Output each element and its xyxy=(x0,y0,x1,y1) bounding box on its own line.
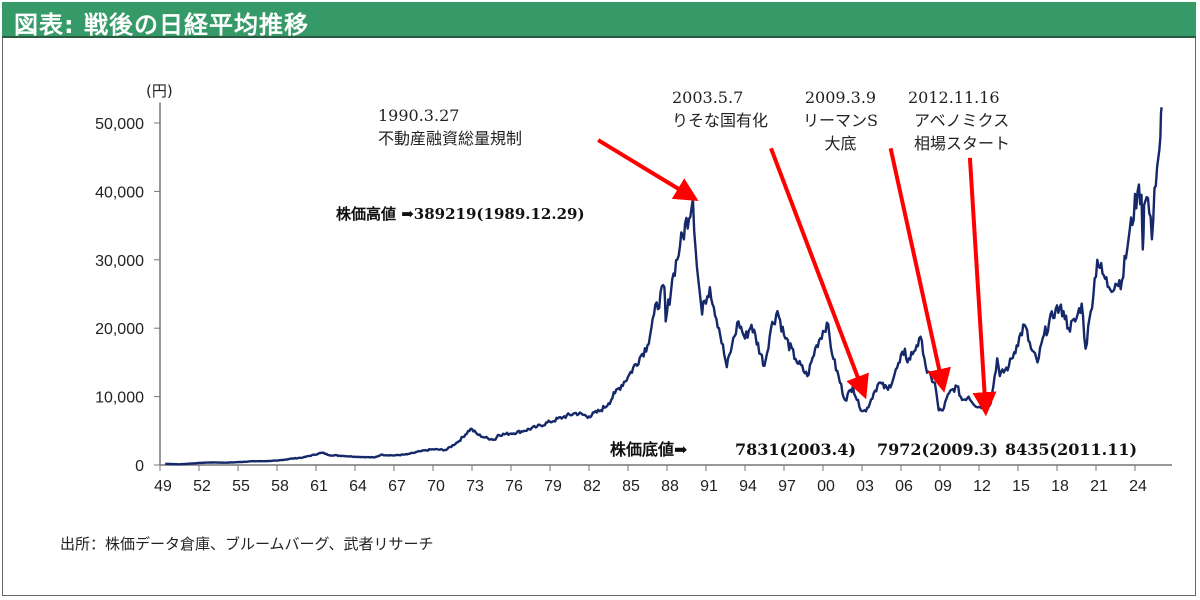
annotation-arrow xyxy=(769,147,869,400)
x-tick-label: 15 xyxy=(1012,478,1030,495)
annotation-date: 1990.3.27 xyxy=(378,106,460,125)
x-tick-label: 58 xyxy=(271,478,289,495)
x-tick-label: 97 xyxy=(778,478,796,495)
y-tick-label: 20,000 xyxy=(95,321,144,338)
x-tick-label: 12 xyxy=(973,478,991,495)
annotation-text: 相場スタート xyxy=(914,134,1011,153)
header-bar: 図表: 戦後の日経平均推移 xyxy=(2,2,1196,39)
x-tick-label: 06 xyxy=(895,478,913,495)
x-tick-label: 55 xyxy=(232,478,250,495)
annotation-date: 2012.11.16 xyxy=(908,88,1000,107)
x-tick-label: 67 xyxy=(388,478,406,495)
annotation-text: 大底 xyxy=(824,134,857,153)
y-tick-label: 0 xyxy=(135,458,144,475)
annotation-text: アベノミクス xyxy=(914,111,1010,130)
x-tick-label: 70 xyxy=(427,478,445,495)
x-tick-label: 09 xyxy=(934,478,952,495)
annotation-arrow xyxy=(888,147,951,393)
x-tick-label: 00 xyxy=(817,478,835,495)
x-tick-label: 49 xyxy=(154,478,172,495)
y-tick-label: 10,000 xyxy=(95,390,144,407)
y-tick-label: 40,000 xyxy=(95,184,144,201)
x-tick-label: 18 xyxy=(1051,478,1069,495)
bottom-2003: 7831(2003.4) xyxy=(735,440,856,459)
nikkei-series-line xyxy=(165,107,1163,466)
x-tick-label: 85 xyxy=(622,478,640,495)
x-tick-label: 79 xyxy=(544,478,562,495)
source-footnote: 出所：株価データ倉庫、ブルームバーグ、武者リサーチ xyxy=(60,535,434,553)
annotation-date: 2003.5.7 xyxy=(672,88,744,107)
x-tick-label: 64 xyxy=(349,478,367,495)
y-tick-label: 50,000 xyxy=(95,116,144,133)
annotation-1990: 1990.3.27 不動産融資総量規制 xyxy=(378,104,522,150)
annotation-text: 不動産融資総量規制 xyxy=(378,129,523,148)
x-tick-label: 61 xyxy=(310,478,328,495)
annotation-arrow xyxy=(967,157,997,417)
x-tick-label: 88 xyxy=(661,478,679,495)
annotation-2003: 2003.5.7 りそな国有化 xyxy=(672,86,768,132)
x-tick-label: 24 xyxy=(1129,478,1147,495)
x-tick-label: 94 xyxy=(739,478,757,495)
annotation-date: 2009.3.9 xyxy=(804,88,877,107)
y-axis-unit: (円) xyxy=(146,82,173,100)
x-tick-label: 82 xyxy=(583,478,601,495)
annotation-2009: 2009.3.9 リーマンS 大底 xyxy=(803,86,878,155)
bottom-label: 株価底値➡ xyxy=(610,440,688,459)
x-tick-label: 21 xyxy=(1090,478,1108,495)
bottom-2009: 7972(2009.3) xyxy=(877,440,998,459)
chart-title: 図表: 戦後の日経平均推移 xyxy=(14,11,309,39)
x-tick-label: 03 xyxy=(856,478,874,495)
x-tick-label: 76 xyxy=(505,478,523,495)
x-tick-label: 91 xyxy=(700,478,718,495)
x-tick-label: 52 xyxy=(193,478,211,495)
x-tick-label: 73 xyxy=(466,478,484,495)
annotation-arrow xyxy=(597,138,699,202)
annotation-2012: 2012.11.16 アベノミクス 相場スタート xyxy=(908,86,1010,155)
annotation-text: リーマンS xyxy=(803,111,878,130)
peak-label: 株価高値 ➡389219(1989.12.29) xyxy=(336,205,585,223)
y-tick-label: 30,000 xyxy=(95,253,144,270)
annotation-text: りそな国有化 xyxy=(672,111,769,130)
bottom-2011: 8435(2011.11) xyxy=(1005,440,1138,459)
